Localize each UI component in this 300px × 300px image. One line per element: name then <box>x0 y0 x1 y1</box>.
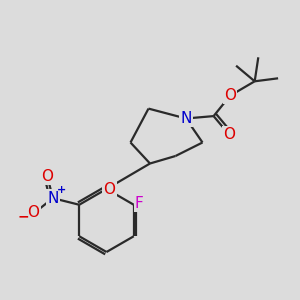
Text: O: O <box>103 182 116 196</box>
Text: +: + <box>57 185 66 195</box>
Text: F: F <box>135 196 144 211</box>
Text: O: O <box>224 88 236 103</box>
Text: O: O <box>223 127 235 142</box>
Text: N: N <box>47 191 58 206</box>
Text: O: O <box>27 205 39 220</box>
Text: −: − <box>18 209 29 223</box>
Text: O: O <box>41 169 53 184</box>
Text: N: N <box>180 111 192 126</box>
